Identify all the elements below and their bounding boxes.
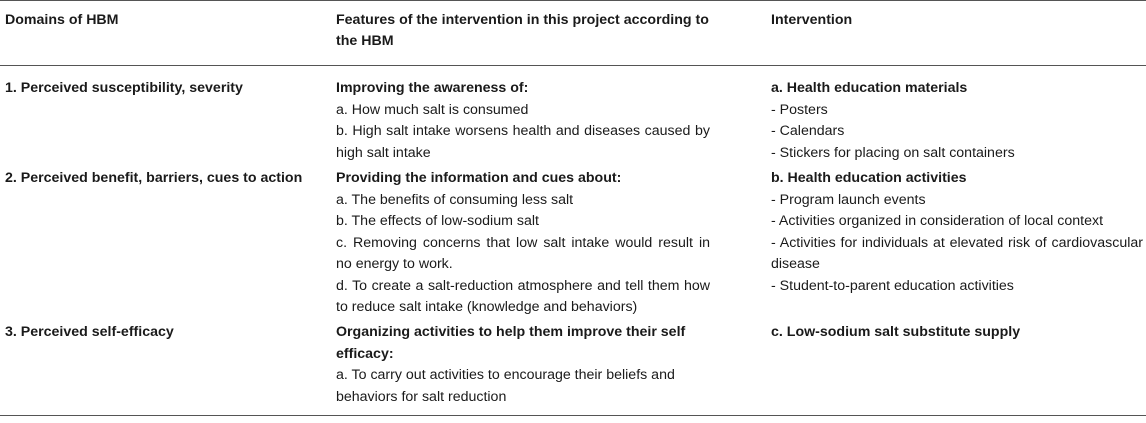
table-top-rule xyxy=(0,0,1146,1)
list-item: - Activities for individuals at elevated… xyxy=(771,234,1143,273)
row3-domain: 3. Perceived self-efficacy xyxy=(5,324,174,340)
list-item: - Program launch events xyxy=(771,191,926,208)
header-intervention: Intervention xyxy=(771,12,853,28)
list-item: - Calendars xyxy=(771,123,845,139)
row2-domain: 2. Perceived benefit, barriers, cues to … xyxy=(5,170,303,186)
row2-features: Providing the information and cues about… xyxy=(336,168,710,319)
row1-intervention-title: a. Health education materials xyxy=(771,80,968,96)
list-item: - Activities organized in consideration … xyxy=(771,213,1104,229)
row1-intervention: a. Health education materials - Posters … xyxy=(771,78,1143,164)
row2-features-title: Providing the information and cues about… xyxy=(336,170,622,186)
row1-domain: 1. Perceived susceptibility, severity xyxy=(5,80,243,96)
list-item: - Stickers for placing on salt container… xyxy=(771,144,1015,161)
list-item: d. To create a salt-reduction atmosphere… xyxy=(336,277,710,316)
row2-intervention: b. Health education activities - Program… xyxy=(771,168,1143,297)
table-bottom-rule xyxy=(0,415,1146,416)
header-features: Features of the intervention in this pro… xyxy=(336,12,709,49)
row3-intervention-title: c. Low-sodium salt substitute supply xyxy=(771,324,1021,340)
list-item: a. How much salt is consumed xyxy=(336,101,529,118)
list-item: a. To carry out activities to encourage … xyxy=(336,367,675,405)
list-item: b. The effects of low-sodium salt xyxy=(336,213,539,229)
table-header-rule xyxy=(0,65,1146,66)
row2-intervention-title: b. Health education activities xyxy=(771,170,967,186)
row1-features: Improving the awareness of: a. How much … xyxy=(336,78,710,164)
list-item: c. Removing concerns that low salt intak… xyxy=(336,234,710,273)
row1-features-title: Improving the awareness of: xyxy=(336,80,529,96)
list-item: - Student-to-parent education activities xyxy=(771,277,1014,294)
list-item: - Posters xyxy=(771,101,828,118)
list-item: b. High salt intake worsens health and d… xyxy=(336,123,710,161)
row3-features: Organizing activities to help them impro… xyxy=(336,322,710,408)
row3-intervention: c. Low-sodium salt substitute supply xyxy=(771,322,1143,344)
row3-features-title: Organizing activities to help them impro… xyxy=(336,324,686,362)
list-item: a. The benefits of consuming less salt xyxy=(336,191,574,208)
header-domains: Domains of HBM xyxy=(5,12,119,28)
